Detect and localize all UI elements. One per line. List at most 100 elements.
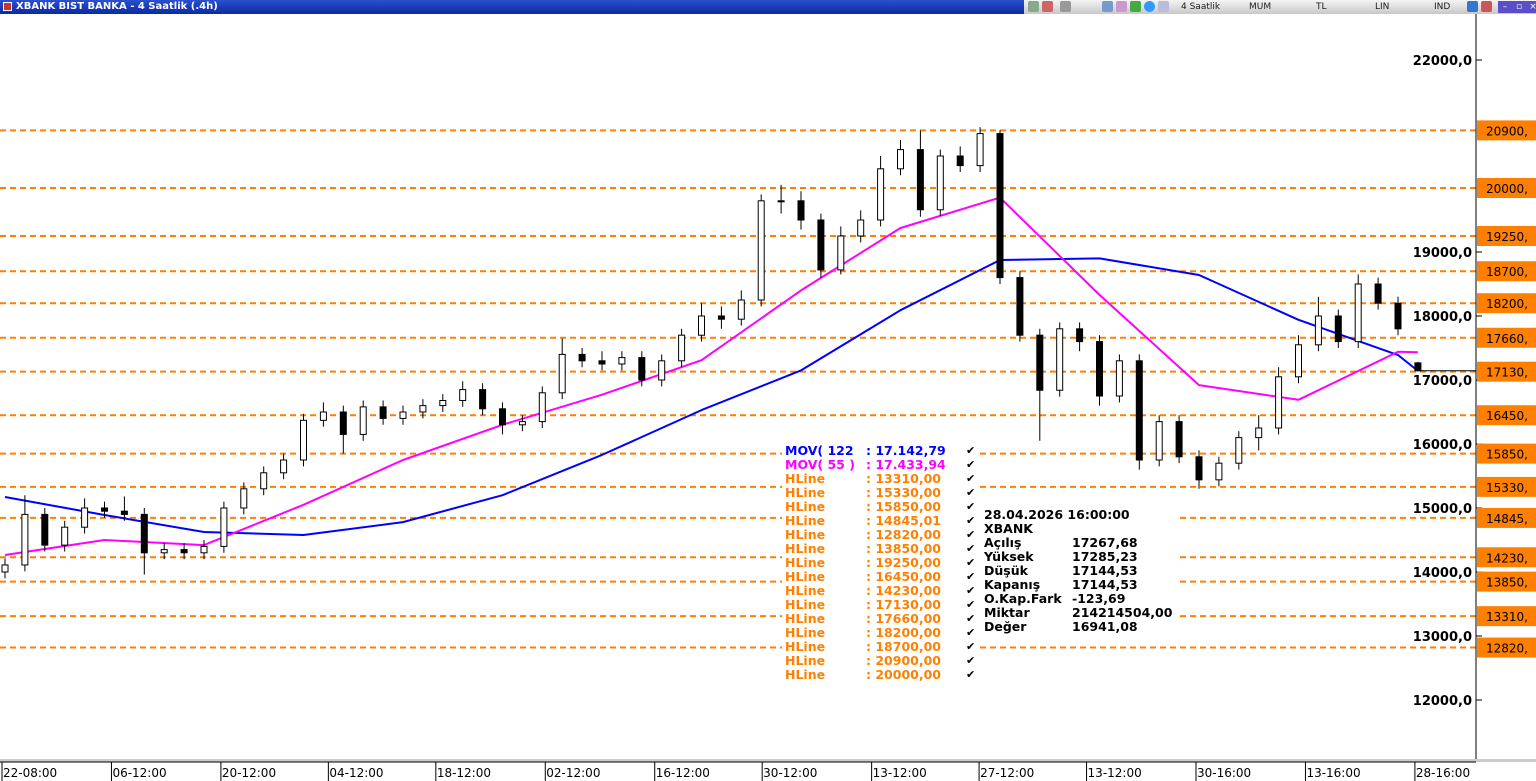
- restore-button[interactable]: ▫: [1512, 1, 1526, 13]
- legend-hline[interactable]: HLine: 15330,00 ✔: [782, 486, 978, 500]
- candle-body: [1295, 344, 1302, 378]
- check-icon[interactable]: ✔: [966, 486, 976, 499]
- candle-body: [1175, 421, 1183, 458]
- candle-body: [578, 353, 586, 362]
- legend-value: : 18700,00: [866, 639, 941, 654]
- check-icon[interactable]: ✔: [966, 528, 976, 541]
- check-icon[interactable]: ✔: [966, 640, 976, 653]
- legend-hline[interactable]: HLine: 13850,00 ✔: [782, 542, 978, 556]
- check-icon[interactable]: ✔: [966, 556, 976, 569]
- candle: [857, 210, 865, 243]
- minimize-button[interactable]: –: [1498, 1, 1512, 13]
- tools-icon[interactable]: [1481, 1, 1492, 12]
- hline-price-tag: [1477, 261, 1536, 282]
- x-tick-label: 13-16:00: [1306, 766, 1360, 780]
- hline-price-label: 14230,: [1486, 551, 1528, 565]
- x-tick-label: 30-12:00: [763, 766, 817, 780]
- candle: [1275, 367, 1283, 435]
- price-axis[interactable]: 22000,0 19000,0 18000,0 17000,0 16000,0 15000…: [1413, 14, 1536, 760]
- candle-body: [897, 149, 904, 170]
- period-selector[interactable]: 4 Saatlik: [1181, 2, 1221, 12]
- info-value: -123,69: [1072, 591, 1126, 606]
- hline-price-tag: [1477, 547, 1536, 568]
- chart-style-selector[interactable]: MUM: [1249, 2, 1272, 12]
- grid-icon[interactable]: [1102, 1, 1113, 12]
- check-icon[interactable]: ✔: [966, 570, 976, 583]
- legend-hline[interactable]: HLine: 17660,00 ✔: [782, 612, 978, 626]
- candle: [1056, 322, 1064, 397]
- candle: [180, 543, 188, 560]
- legend-mov122[interactable]: MOV( 122 : 17.142,79 ✔: [782, 444, 978, 458]
- legend-hline[interactable]: HLine: 14845,01 ✔: [782, 514, 978, 528]
- time-axis[interactable]: 22-08:00 06-12:00 20-12:00 04-12:00 18-12:00…: [0, 759, 1536, 781]
- toolbar: 4 Saatlik MUM TL LIN IND – ▫ ×: [1024, 0, 1536, 14]
- info-key: Düşük: [984, 563, 1028, 578]
- check-icon[interactable]: ✔: [966, 626, 976, 639]
- legend-hline[interactable]: HLine: 15850,00 ✔: [782, 500, 978, 514]
- candle: [1374, 277, 1382, 310]
- candle-body: [1, 564, 9, 573]
- legend-name: HLine: [785, 499, 826, 514]
- indicator-selector[interactable]: IND: [1434, 2, 1451, 12]
- candle: [1096, 335, 1103, 406]
- compare-icon[interactable]: [1116, 1, 1127, 12]
- check-icon[interactable]: ✔: [966, 514, 976, 527]
- close-button[interactable]: ×: [1526, 1, 1536, 13]
- candle-body: [518, 421, 526, 426]
- pencil-icon[interactable]: [1130, 1, 1141, 12]
- check-icon[interactable]: ✔: [966, 472, 976, 485]
- legend-mov55[interactable]: MOV( 55 ) : 17.433,94 ✔: [782, 458, 978, 472]
- candle-body: [459, 389, 467, 401]
- candle-body: [698, 315, 705, 336]
- candle-body: [1314, 315, 1322, 346]
- candle-body: [180, 549, 188, 554]
- line-icon[interactable]: [1158, 1, 1169, 12]
- info-symbol: XBANK: [984, 521, 1033, 536]
- legend-hline[interactable]: HLine: 20000,00 ✔: [782, 668, 978, 682]
- candle: [1036, 328, 1044, 441]
- check-icon[interactable]: ✔: [966, 500, 976, 513]
- legend-hline[interactable]: HLine: 20900,00 ✔: [782, 654, 978, 668]
- check-icon[interactable]: ✔: [966, 654, 976, 667]
- symbol-icon[interactable]: [1042, 1, 1053, 12]
- move-icon[interactable]: [1144, 1, 1155, 12]
- candle: [21, 495, 29, 572]
- check-icon[interactable]: ✔: [966, 458, 976, 471]
- candle: [698, 303, 705, 342]
- info-row: Açılış 17267,68: [980, 536, 1180, 550]
- candle-body: [996, 133, 1004, 279]
- candle: [499, 402, 506, 435]
- candle: [419, 399, 427, 419]
- candle-body: [737, 299, 745, 320]
- check-icon[interactable]: ✔: [966, 612, 976, 625]
- candle-body: [956, 155, 964, 167]
- check-icon[interactable]: ✔: [966, 444, 976, 457]
- legend-value: : 15330,00: [866, 485, 941, 500]
- candle-body: [916, 149, 924, 211]
- window-icon[interactable]: [1060, 1, 1071, 12]
- check-icon[interactable]: ✔: [966, 542, 976, 555]
- legend-hline[interactable]: HLine: 18700,00 ✔: [782, 640, 978, 654]
- scale-selector[interactable]: LIN: [1375, 2, 1390, 12]
- candle: [1016, 271, 1024, 342]
- legend-hline[interactable]: HLine: 17130,00 ✔: [782, 598, 978, 612]
- legend-hline[interactable]: HLine: 12820,00 ✔: [782, 528, 978, 542]
- check-icon[interactable]: ✔: [966, 598, 976, 611]
- check-icon[interactable]: ✔: [966, 584, 976, 597]
- legend-hline[interactable]: HLine: 16450,00 ✔: [782, 570, 978, 584]
- legend-hline[interactable]: HLine: 13310,00 ✔: [782, 472, 978, 486]
- legend-hline[interactable]: HLine: 18200,00 ✔: [782, 626, 978, 640]
- legend-name: HLine: [785, 611, 826, 626]
- check-icon[interactable]: ✔: [966, 668, 976, 681]
- candle: [61, 520, 69, 552]
- candle: [817, 213, 825, 278]
- candle: [538, 386, 546, 428]
- pin-icon[interactable]: [1467, 1, 1478, 12]
- template-icon[interactable]: [1028, 1, 1039, 12]
- currency-selector[interactable]: TL: [1316, 2, 1327, 12]
- legend-hline[interactable]: HLine: 19250,00 ✔: [782, 556, 978, 570]
- candle-body: [300, 419, 307, 461]
- legend-hline[interactable]: HLine: 14230,00 ✔: [782, 584, 978, 598]
- candle-body: [717, 315, 725, 320]
